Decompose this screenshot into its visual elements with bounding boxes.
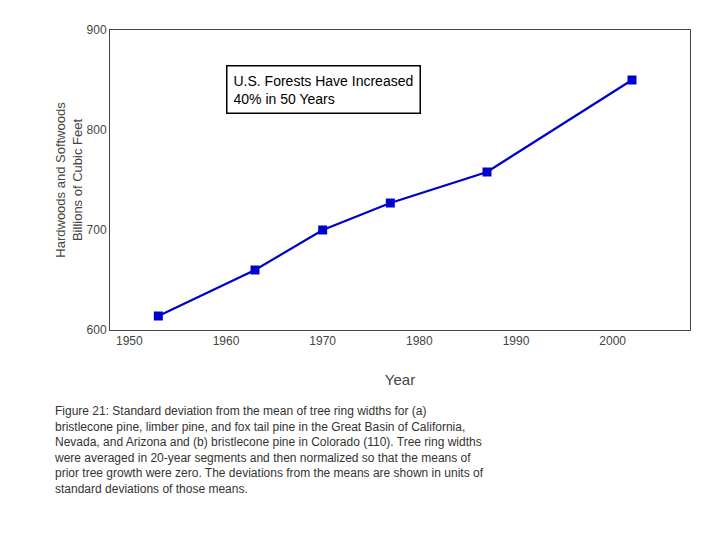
svg-text:U.S. Forests Have Increased40%: U.S. Forests Have Increased40% in 50 Yea… xyxy=(234,73,414,107)
svg-text:800: 800 xyxy=(87,123,107,137)
svg-text:2000: 2000 xyxy=(599,334,626,348)
svg-text:1980: 1980 xyxy=(406,334,433,348)
svg-text:Year: Year xyxy=(385,371,415,388)
svg-text:900: 900 xyxy=(87,23,107,37)
svg-text:600: 600 xyxy=(87,323,107,337)
svg-text:1950: 1950 xyxy=(116,334,143,348)
svg-text:1960: 1960 xyxy=(213,334,240,348)
svg-text:Hardwoods and SoftwoodsBillion: Hardwoods and SoftwoodsBillions of Cubic… xyxy=(53,102,85,258)
svg-text:1990: 1990 xyxy=(503,334,530,348)
svg-text:Figure 21: Standard deviation: Figure 21: Standard deviation from the m… xyxy=(54,404,484,496)
svg-text:1970: 1970 xyxy=(309,334,336,348)
svg-text:700: 700 xyxy=(87,223,107,237)
